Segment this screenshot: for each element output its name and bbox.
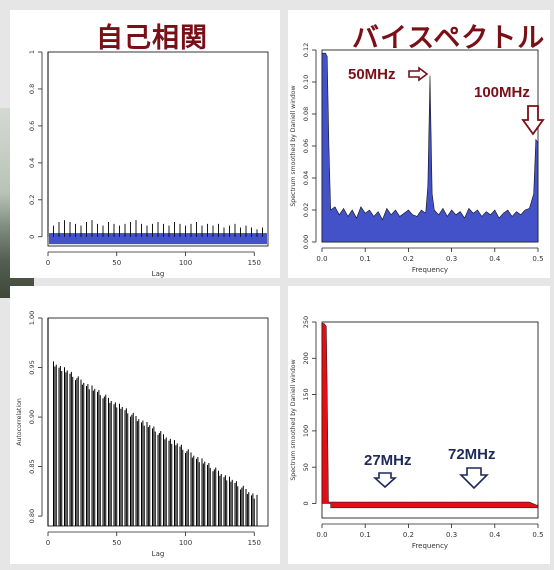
spectrum-area <box>321 52 539 243</box>
x-tick-label: 0.3 <box>446 531 457 539</box>
spectrum-chart-bottom: 0.0 0.1 0.2 0.3 0.4 0.5 0 50 100 150 200 250 Frequen… <box>290 316 544 550</box>
x-tick-label: 0.5 <box>532 255 543 263</box>
spectrum-panel-bottom: 0.0 0.1 0.2 0.3 0.4 0.5 0 50 100 150 200 250 Frequen… <box>288 286 550 564</box>
y-tick-label: 1.00 <box>28 311 36 325</box>
y-tick-label: 0.06 <box>302 139 310 153</box>
y-tick-label: 0.8 <box>28 84 36 94</box>
x-tick-label: 50 <box>112 259 121 267</box>
arrow-down-icon <box>521 105 545 136</box>
y-tick-label: 0.10 <box>302 75 310 89</box>
plot-frame <box>47 51 269 247</box>
x-tick-label: 100 <box>179 259 192 267</box>
x-axis-label: Frequency <box>412 266 448 274</box>
arrow-right-icon <box>408 66 429 82</box>
x-axis-label: Lag <box>152 270 165 278</box>
arrow-down-icon <box>459 467 489 490</box>
y-tick-label: 0.80 <box>28 509 36 523</box>
x-axis-label: Lag <box>152 550 165 558</box>
y-tick-label: 0.08 <box>302 107 310 121</box>
y-tick-label: 50 <box>302 463 310 471</box>
x-tick-label: 0.5 <box>532 531 543 539</box>
x-tick-label: 0.0 <box>316 255 327 263</box>
autocorrelation-panel-bottom: 0 50 100 150 0.80 0.85 0.90 0.95 1.00 Lag Autocorr… <box>10 286 280 564</box>
x-tick-label: 0.4 <box>489 255 501 263</box>
y-tick-label: 0.90 <box>28 410 36 424</box>
y-tick-label: 0.2 <box>28 195 36 205</box>
x-axis-label: Frequency <box>412 542 448 550</box>
x-tick-label: 0.0 <box>316 531 327 539</box>
y-tick-label: 0.12 <box>302 43 310 57</box>
x-tick-label: 150 <box>248 539 261 547</box>
autocorrelation-panel-top: 自己相関 0 50 100 150 0 0.2 0.4 0.6 0.8 1 Lag <box>10 10 280 278</box>
annotation-50mhz: 50MHz <box>348 66 396 83</box>
y-tick-label: 0.85 <box>28 459 36 473</box>
acf-chart-bottom: 0 50 100 150 0.80 0.85 0.90 0.95 1.00 Lag Autocorr… <box>16 311 269 558</box>
y-axis-label: Spectrum smoothed by Daniell window <box>290 85 297 206</box>
x-tick-label: 0.2 <box>403 255 414 263</box>
y-tick-label: 0 <box>28 235 36 239</box>
bispectrum-panel-top: バイスペクトル 0.0 0.1 0.2 0.3 0.4 0.5 0.00 0.02 0.04 0.… <box>288 10 550 278</box>
y-axis-label: Autocorrelation <box>16 398 23 446</box>
y-tick-label: 0 <box>302 501 310 505</box>
y-tick-label: 0.4 <box>28 158 36 168</box>
plot-frame <box>321 321 539 519</box>
y-tick-label: 250 <box>302 316 310 328</box>
x-tick-label: 0.1 <box>360 255 371 263</box>
x-tick-label: 50 <box>112 539 121 547</box>
heading-autocorrelation: 自己相関 <box>96 23 208 54</box>
x-tick-label: 150 <box>248 259 261 267</box>
y-tick-label: 0.6 <box>28 121 36 131</box>
x-tick-label: 0.3 <box>446 255 457 263</box>
y-tick-label: 0.04 <box>302 171 310 185</box>
x-tick-label: 100 <box>179 539 192 547</box>
y-tick-label: 1 <box>28 50 36 54</box>
x-tick-label: 0 <box>46 539 50 547</box>
annotation-27mhz: 27MHz <box>364 452 412 469</box>
y-tick-label: 0.00 <box>302 235 310 249</box>
y-tick-label: 0.95 <box>28 360 36 374</box>
x-tick-label: 0.1 <box>360 531 371 539</box>
arrow-down-icon <box>372 472 398 489</box>
x-tick-label: 0.2 <box>403 531 414 539</box>
y-tick-label: 100 <box>302 425 310 437</box>
heading-bispectrum: バイスペクトル <box>352 23 546 54</box>
spectrum-chart-top: 0.0 0.1 0.2 0.3 0.4 0.5 0.00 0.02 0.04 0.06 0.08 0.… <box>290 43 544 274</box>
y-axis-label: Spectrum smoothed by Daniell window <box>290 359 297 480</box>
y-tick-label: 0.02 <box>302 203 310 217</box>
annotation-72mhz: 72MHz <box>448 446 496 463</box>
y-tick-label: 200 <box>302 352 310 364</box>
annotation-100mhz: 100MHz <box>474 84 530 101</box>
x-tick-label: 0 <box>46 259 50 267</box>
confidence-band <box>49 233 267 245</box>
spectrum-area <box>321 323 539 509</box>
x-tick-label: 0.4 <box>489 531 501 539</box>
y-tick-label: 150 <box>302 388 310 400</box>
acf-chart-top: 0 50 100 150 0 0.2 0.4 0.6 0.8 1 Lag <box>28 50 269 278</box>
